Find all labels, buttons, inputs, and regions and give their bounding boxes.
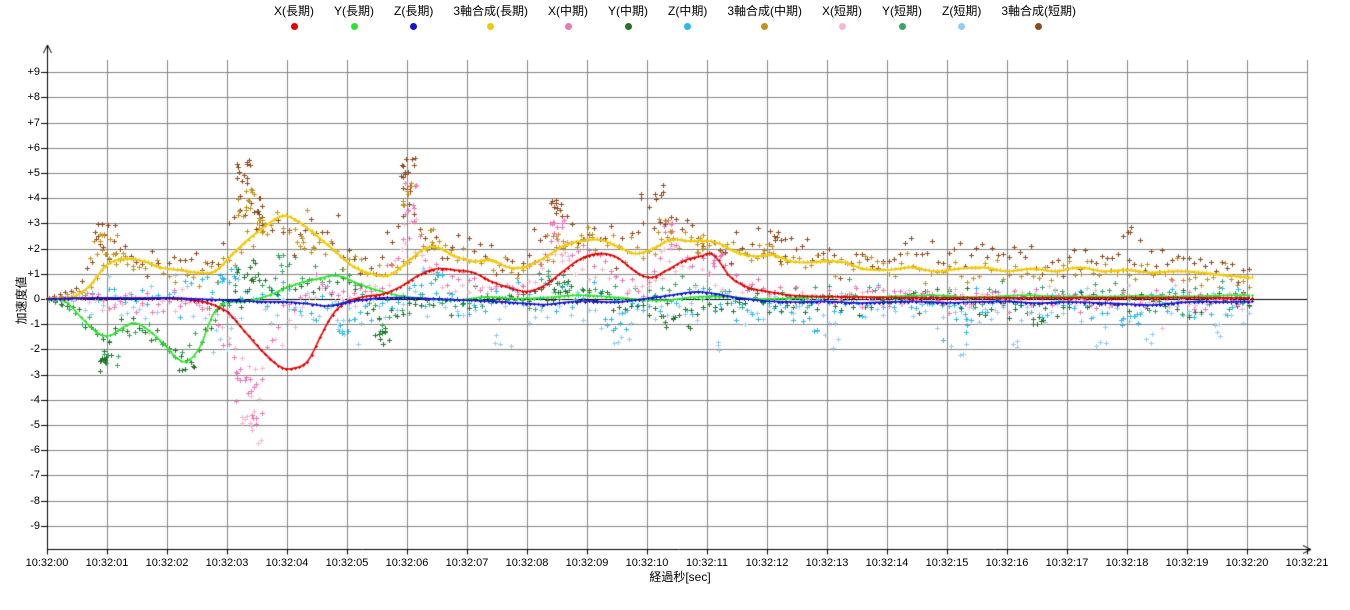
y-tick-label: +8 <box>27 91 40 104</box>
x-tick-label: 10:32:16 <box>985 557 1029 569</box>
y-tick-label: +9 <box>27 66 40 79</box>
x-tick-label: 10:32:19 <box>1165 557 1209 569</box>
x-tick-label: 10:32:06 <box>385 557 429 569</box>
x-tick-label: 10:32:05 <box>325 557 369 569</box>
x-tick-label: 10:32:18 <box>1105 557 1149 569</box>
x-tick-label: 10:32:03 <box>205 557 249 569</box>
x-tick-label: 10:32:17 <box>1045 557 1089 569</box>
x-tick-label: 10:32:02 <box>145 557 189 569</box>
legend-item-label: Z(長期) <box>394 4 434 18</box>
legend-dot <box>761 23 769 30</box>
x-tick-label: 10:32:09 <box>565 557 609 569</box>
y-tick-label: -3 <box>30 368 40 381</box>
legend-item: Y(短期) <box>882 4 922 30</box>
y-tick-label: -2 <box>30 343 40 356</box>
x-tick-label: 10:32:20 <box>1225 557 1269 569</box>
legend-item-label: 3軸合成(中期) <box>727 4 802 18</box>
x-tick-label: 10:32:07 <box>445 557 489 569</box>
legend-item: Z(中期) <box>668 4 707 30</box>
x-axis-title: 経過秒[sec] <box>649 570 711 584</box>
legend-item-label: 3軸合成(長期) <box>453 4 528 18</box>
legend-item-label: X(中期) <box>548 4 588 18</box>
y-tick-label: -9 <box>30 519 40 532</box>
y-tick-label: -5 <box>30 419 40 431</box>
legend-item: Y(長期) <box>334 4 374 30</box>
x-tick-label: 10:32:04 <box>265 557 309 569</box>
x-tick-label: 10:32:01 <box>85 557 129 569</box>
y-tick-label: 0 <box>33 293 40 305</box>
x-tick-label: 10:32:10 <box>625 557 669 569</box>
legend-item: X(中期) <box>548 4 588 30</box>
legend-dot <box>564 23 572 30</box>
x-tick-label: 10:32:11 <box>685 557 728 569</box>
x-tick-label: 10:32:13 <box>805 557 849 569</box>
legend-dot <box>898 23 906 30</box>
legend-dot <box>838 23 846 30</box>
x-tick-label: 10:32:12 <box>745 557 789 569</box>
y-tick-label: -1 <box>30 318 40 331</box>
x-tick-label: 10:32:00 <box>25 557 69 569</box>
legend-dot <box>684 23 692 30</box>
legend-item: X(長期) <box>274 4 314 30</box>
legend-item: 3軸合成(中期) <box>727 4 802 30</box>
legend-dot <box>958 23 966 30</box>
y-tick-label: +1 <box>27 267 40 280</box>
y-tick-label: +6 <box>27 141 40 154</box>
legend-item-label: Z(短期) <box>942 4 982 18</box>
legend-dot <box>290 23 298 30</box>
y-tick-label: -4 <box>30 393 40 406</box>
legend-item: 3軸合成(長期) <box>453 4 528 30</box>
legend-item: X(短期) <box>822 4 862 30</box>
legend-item-label: Y(長期) <box>334 4 374 18</box>
legend-item-label: Y(中期) <box>608 4 648 18</box>
y-tick-label: -6 <box>30 444 40 457</box>
legend-item: Z(長期) <box>394 4 433 30</box>
y-tick-label: +2 <box>27 242 40 255</box>
legend-dot <box>1035 23 1043 30</box>
y-tick-label: +7 <box>27 116 40 129</box>
legend-item-label: Z(中期) <box>668 4 708 18</box>
y-tick-label: +4 <box>27 192 40 205</box>
y-tick-label: -7 <box>30 469 40 482</box>
legend-dot <box>487 23 495 30</box>
x-tick-label: 10:32:21 <box>1285 557 1329 569</box>
legend-item: Y(中期) <box>608 4 648 30</box>
legend-dot <box>624 23 632 30</box>
y-tick-label: +5 <box>27 167 40 179</box>
legend-item-label: X(長期) <box>274 4 314 18</box>
legend-item: 3軸合成(短期) <box>1001 4 1076 30</box>
legend-item-label: 3軸合成(短期) <box>1001 4 1076 18</box>
chart-legend: X(長期) Y(長期) Z(長期) 3軸合成(長期) X(中期) Y(中期) Z(中期) 3軸… <box>0 4 1350 30</box>
x-tick-label: 10:32:15 <box>925 557 969 569</box>
x-tick-label: 10:32:14 <box>865 557 909 569</box>
legend-dot <box>410 23 418 30</box>
y-tick-label: +3 <box>27 217 40 230</box>
legend-item-label: Y(短期) <box>882 4 922 18</box>
legend-dot <box>350 23 358 30</box>
x-tick-label: 10:32:08 <box>505 557 549 569</box>
y-tick-label: -8 <box>30 494 40 507</box>
legend-item: Z(短期) <box>942 4 981 30</box>
legend-item-label: X(短期) <box>822 4 862 18</box>
